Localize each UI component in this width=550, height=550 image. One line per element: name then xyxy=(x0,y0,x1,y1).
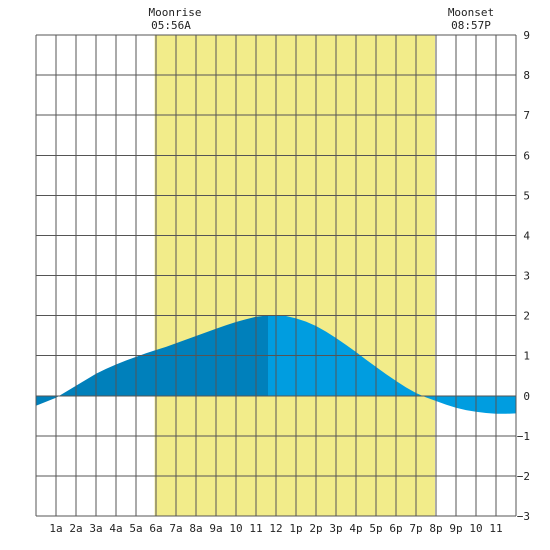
x-tick-label: 3p xyxy=(329,522,342,535)
y-tick-label: 3 xyxy=(523,270,530,283)
x-tick-label: 9p xyxy=(449,522,462,535)
moonset-time: 08:57P xyxy=(451,19,491,32)
x-tick-label: 9a xyxy=(209,522,222,535)
x-tick-labels: 1a 2a 3a 4a 5a 6a 7a 8a 9a 10 11 12 1p 2p 3p 4p 5p 6p 7p 8p… xyxy=(49,522,502,535)
y-tick-label: 1 xyxy=(523,350,530,363)
x-tick-label: 3a xyxy=(89,522,102,535)
x-tick-label: 10 xyxy=(469,522,482,535)
x-tick-label: 5p xyxy=(369,522,382,535)
tide-area-after-peak xyxy=(268,315,516,414)
y-tick-label: −2 xyxy=(517,470,530,483)
moonset-label: Moonset xyxy=(448,6,494,19)
y-tick-label: 7 xyxy=(523,109,530,122)
y-tick-label: 4 xyxy=(523,229,530,242)
x-tick-label: 11 xyxy=(489,522,502,535)
x-tick-label: 8a xyxy=(189,522,202,535)
grid-layer xyxy=(35,34,517,517)
y-tick-label: 6 xyxy=(523,149,530,162)
moonrise-time: 05:56A xyxy=(151,19,191,32)
x-tick-label: 12 xyxy=(269,522,282,535)
x-tick-label: 7p xyxy=(409,522,422,535)
x-tick-label: 4a xyxy=(109,522,122,535)
x-tick-label: 6p xyxy=(389,522,402,535)
x-tick-label: 10 xyxy=(229,522,242,535)
tide-area-before-peak xyxy=(36,315,268,406)
x-tick-label: 4p xyxy=(349,522,362,535)
x-tick-label: 1p xyxy=(289,522,302,535)
y-tick-label: 8 xyxy=(523,69,530,82)
y-tick-label: −1 xyxy=(517,430,530,443)
x-tick-label: 2a xyxy=(69,522,82,535)
moonrise-label: Moonrise xyxy=(149,6,202,19)
x-tick-label: 6a xyxy=(149,522,162,535)
x-tick-label: 11 xyxy=(249,522,262,535)
x-tick-label: 5a xyxy=(129,522,142,535)
x-tick-label: 7a xyxy=(169,522,182,535)
y-tick-label: 9 xyxy=(523,29,530,42)
x-tick-label: 8p xyxy=(429,522,442,535)
x-tick-label: 1a xyxy=(49,522,62,535)
y-tick-label: −3 xyxy=(517,510,530,523)
y-tick-labels: 9 8 7 6 5 4 3 2 1 0 −1 −2 −3 xyxy=(517,29,531,523)
y-tick-label: 5 xyxy=(523,189,530,202)
y-tick-label: 2 xyxy=(523,310,530,323)
y-tick-label: 0 xyxy=(523,390,530,403)
x-tick-label: 2p xyxy=(309,522,322,535)
tide-area-layer xyxy=(36,315,516,414)
